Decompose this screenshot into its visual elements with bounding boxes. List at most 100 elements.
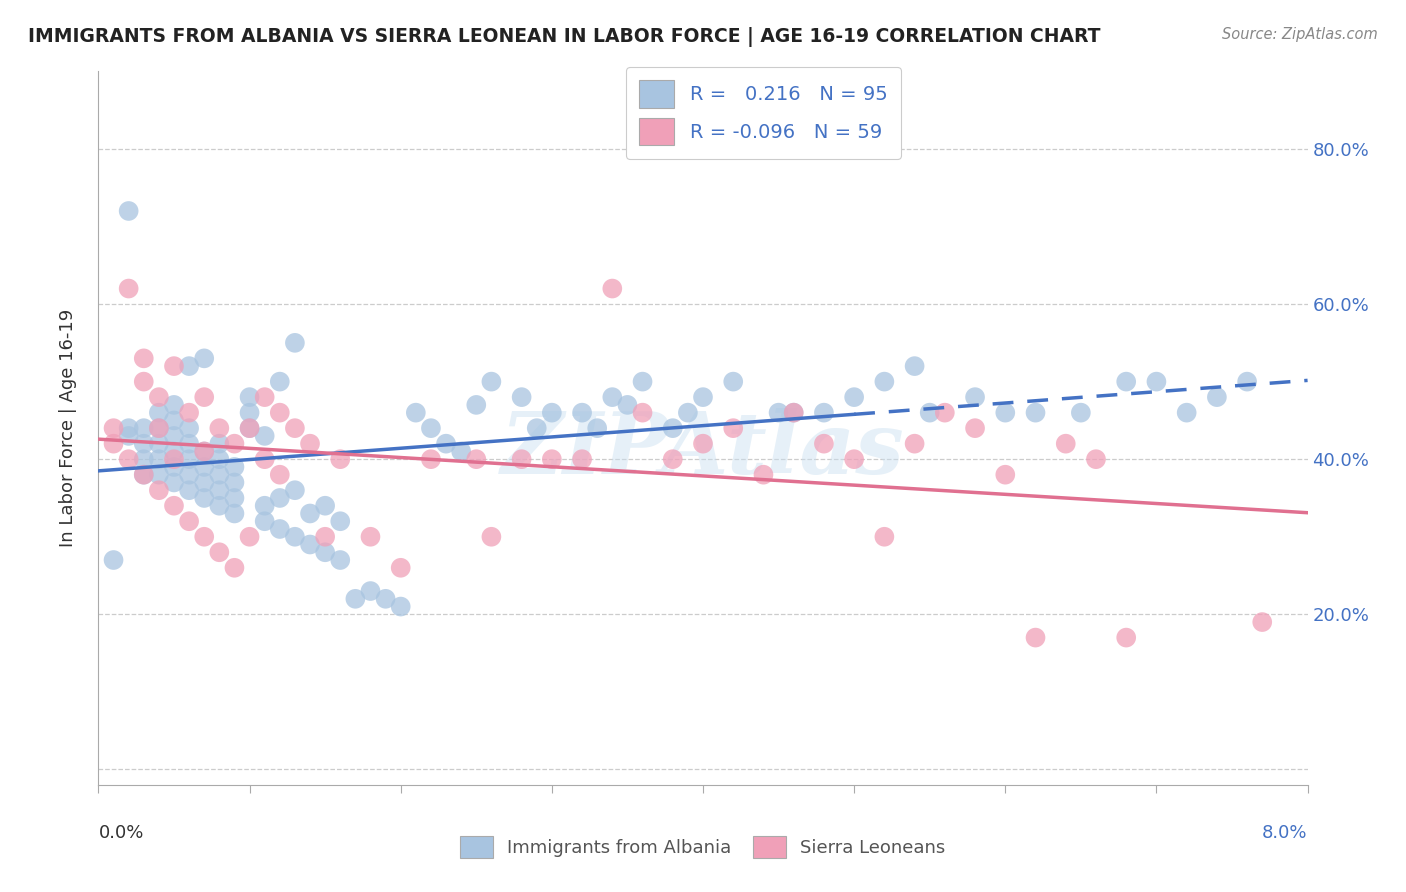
Point: [692, 436, 714, 450]
Point: [813, 436, 835, 450]
Point: [329, 452, 352, 467]
Point: [269, 375, 291, 389]
Point: [934, 406, 956, 420]
Point: [1175, 406, 1198, 420]
Point: [1054, 436, 1077, 450]
Point: [208, 545, 231, 559]
Point: [193, 444, 215, 458]
Point: [148, 390, 170, 404]
Point: [193, 351, 215, 366]
Point: [873, 530, 896, 544]
Point: [148, 406, 170, 420]
Point: [299, 507, 322, 521]
Text: Source: ZipAtlas.com: Source: ZipAtlas.com: [1222, 27, 1378, 42]
Point: [163, 444, 186, 458]
Point: [965, 390, 987, 404]
Point: [752, 467, 775, 482]
Point: [253, 499, 276, 513]
Point: [510, 390, 533, 404]
Point: [132, 467, 155, 482]
Text: ZIPAtlas: ZIPAtlas: [501, 408, 905, 491]
Point: [994, 406, 1017, 420]
Point: [329, 514, 352, 528]
Point: [193, 390, 215, 404]
Point: [389, 599, 412, 614]
Point: [481, 375, 503, 389]
Point: [148, 436, 170, 450]
Point: [208, 483, 231, 498]
Point: [253, 514, 276, 528]
Point: [571, 406, 593, 420]
Point: [224, 507, 246, 521]
Point: [179, 467, 201, 482]
Point: [208, 452, 231, 467]
Point: [360, 530, 382, 544]
Point: [465, 452, 488, 467]
Point: [224, 561, 246, 575]
Point: [420, 452, 443, 467]
Point: [994, 467, 1017, 482]
Point: [163, 429, 186, 443]
Point: [148, 483, 170, 498]
Point: [148, 421, 170, 435]
Point: [253, 429, 276, 443]
Point: [360, 584, 382, 599]
Point: [118, 281, 141, 295]
Point: [540, 406, 562, 420]
Point: [661, 421, 683, 435]
Point: [224, 491, 246, 505]
Point: [132, 375, 155, 389]
Point: [193, 475, 215, 490]
Point: [118, 421, 141, 435]
Point: [434, 436, 457, 450]
Point: [148, 452, 170, 467]
Point: [965, 421, 987, 435]
Point: [768, 406, 790, 420]
Point: [118, 204, 141, 219]
Point: [193, 530, 215, 544]
Point: [179, 359, 201, 373]
Point: [118, 429, 141, 443]
Point: [918, 406, 941, 420]
Point: [389, 561, 412, 575]
Point: [420, 421, 443, 435]
Point: [269, 406, 291, 420]
Point: [1251, 615, 1274, 629]
Point: [1236, 375, 1258, 389]
Point: [163, 499, 186, 513]
Point: [616, 398, 638, 412]
Point: [1146, 375, 1168, 389]
Point: [239, 390, 262, 404]
Point: [269, 491, 291, 505]
Point: [179, 436, 201, 450]
Point: [253, 390, 276, 404]
Point: [329, 553, 352, 567]
Point: [103, 421, 125, 435]
Point: [1024, 406, 1046, 420]
Text: 8.0%: 8.0%: [1263, 823, 1308, 842]
Point: [179, 483, 201, 498]
Point: [692, 390, 714, 404]
Point: [132, 421, 155, 435]
Point: [103, 436, 125, 450]
Point: [284, 421, 307, 435]
Point: [163, 459, 186, 474]
Point: [163, 398, 186, 412]
Y-axis label: In Labor Force | Age 16-19: In Labor Force | Age 16-19: [59, 309, 77, 548]
Point: [179, 406, 201, 420]
Point: [148, 421, 170, 435]
Point: [239, 421, 262, 435]
Point: [602, 281, 624, 295]
Point: [239, 421, 262, 435]
Point: [450, 444, 472, 458]
Point: [208, 467, 231, 482]
Point: [284, 530, 307, 544]
Point: [314, 499, 336, 513]
Point: [269, 522, 291, 536]
Point: [661, 452, 683, 467]
Text: IMMIGRANTS FROM ALBANIA VS SIERRA LEONEAN IN LABOR FORCE | AGE 16-19 CORRELATION: IMMIGRANTS FROM ALBANIA VS SIERRA LEONEA…: [28, 27, 1101, 46]
Point: [571, 452, 593, 467]
Point: [239, 530, 262, 544]
Point: [1206, 390, 1229, 404]
Point: [1085, 452, 1108, 467]
